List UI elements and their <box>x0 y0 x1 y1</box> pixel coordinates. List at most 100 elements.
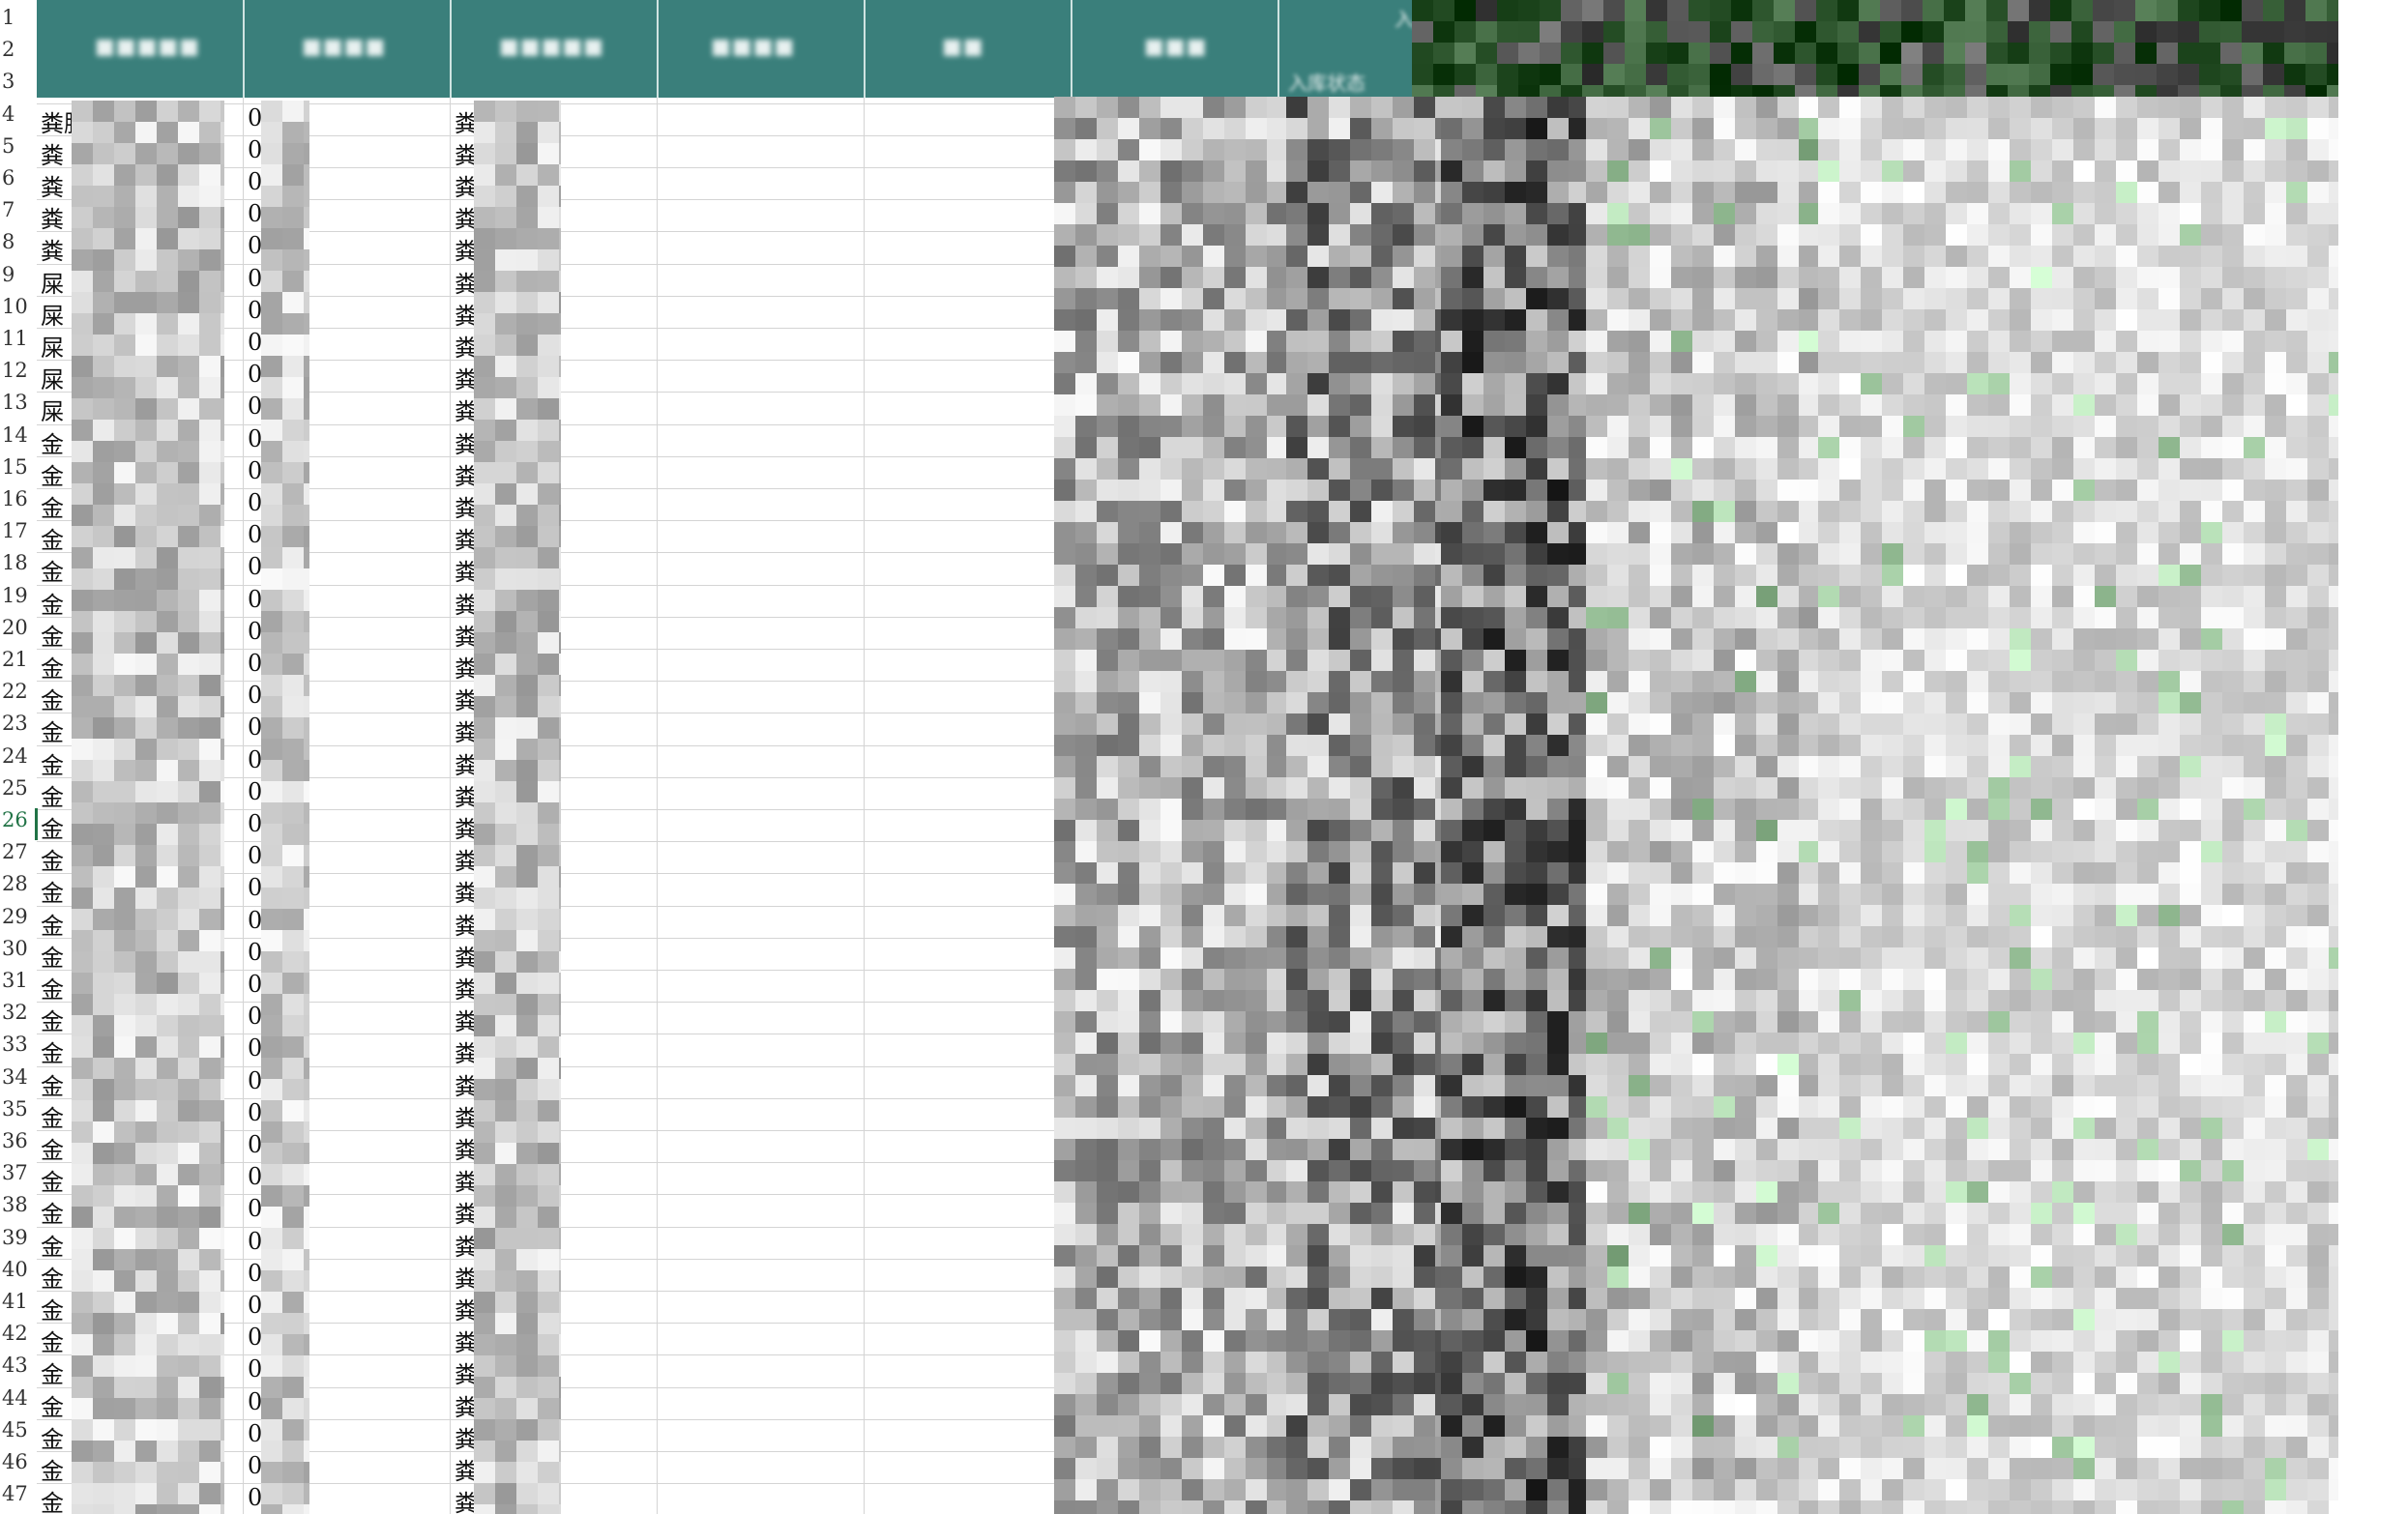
row-header-25[interactable]: 25 <box>0 776 37 808</box>
header-cell-e[interactable]: ■■ <box>865 0 1072 98</box>
cell-id[interactable]: 0 <box>248 1099 262 1126</box>
cell-id[interactable]: 0 <box>248 200 262 227</box>
row-header-47[interactable]: 47 <box>0 1482 37 1514</box>
cell-id[interactable]: 0 <box>248 1034 262 1062</box>
cell-id[interactable]: 0 <box>248 778 262 805</box>
cell-species[interactable]: 金 <box>41 874 64 908</box>
row-header-6[interactable]: 6 <box>0 166 37 198</box>
cell-id[interactable]: 0 <box>248 1388 262 1415</box>
row-header-41[interactable]: 41 <box>0 1290 37 1322</box>
cell-id[interactable]: 0 <box>248 136 262 163</box>
cell-species[interactable]: 金 <box>41 713 64 747</box>
cell-species[interactable]: 粪 <box>41 168 64 202</box>
cell-species[interactable]: 金 <box>41 1034 64 1068</box>
cell-species[interactable]: 金 <box>41 810 64 844</box>
row-header-34[interactable]: 34 <box>0 1065 37 1097</box>
cell-species[interactable]: 金 <box>41 939 64 973</box>
row-header-11[interactable]: 11 <box>0 327 37 359</box>
row-header-18[interactable]: 18 <box>0 551 37 583</box>
cell-species[interactable]: 金 <box>41 746 64 780</box>
cell-id[interactable]: 0 <box>248 553 262 580</box>
row-header-7[interactable]: 7 <box>0 198 37 230</box>
cell-species[interactable]: 屎 <box>41 265 64 299</box>
cell-id[interactable]: 0 <box>248 842 262 869</box>
cell-species[interactable]: 金 <box>41 1355 64 1389</box>
row-header-5[interactable]: 5 <box>0 134 37 166</box>
row-header-16[interactable]: 16 <box>0 487 37 519</box>
header-cell-d[interactable]: ■■■■ <box>658 0 866 98</box>
row-header-9[interactable]: 9 <box>0 263 37 295</box>
row-header-29[interactable]: 29 <box>0 905 37 937</box>
row-header-27[interactable]: 27 <box>0 840 37 872</box>
row-header-24[interactable]: 24 <box>0 744 37 776</box>
cell-id[interactable]: 0 <box>248 1163 262 1190</box>
cell-id[interactable]: 0 <box>248 1003 262 1030</box>
cell-species[interactable]: 金 <box>41 457 64 491</box>
cell-id[interactable]: 0 <box>248 939 262 966</box>
row-header-21[interactable]: 21 <box>0 648 37 680</box>
cell-species[interactable]: 金 <box>41 1003 64 1036</box>
row-header-31[interactable]: 31 <box>0 969 37 1001</box>
cell-id[interactable]: 0 <box>248 1228 262 1255</box>
cell-id[interactable]: 0 <box>248 1131 262 1158</box>
cell-id[interactable]: 0 <box>248 907 262 934</box>
row-header-14[interactable]: 14 <box>0 423 37 455</box>
cell-id[interactable]: 0 <box>248 393 262 420</box>
row-header-4[interactable]: 4 <box>0 102 37 134</box>
cell-id[interactable]: 0 <box>248 971 262 998</box>
cell-species[interactable]: 屎 <box>41 297 64 331</box>
row-header-20[interactable]: 20 <box>0 616 37 648</box>
row-header-23[interactable]: 23 <box>0 712 37 743</box>
cell-species[interactable]: 粪 <box>41 136 64 170</box>
cell-species[interactable]: 屎 <box>41 393 64 426</box>
cell-id[interactable]: 0 <box>248 425 262 452</box>
cell-species[interactable]: 屎 <box>41 329 64 363</box>
cell-species[interactable]: 金 <box>41 1292 64 1325</box>
cell-species[interactable]: 金 <box>41 907 64 941</box>
cell-species[interactable]: 金 <box>41 842 64 876</box>
cell-id[interactable]: 0 <box>248 650 262 677</box>
cell-species[interactable]: 金 <box>41 1067 64 1101</box>
row-header-1[interactable]: 1 <box>0 6 37 38</box>
cell-species[interactable]: 金 <box>41 618 64 652</box>
cell-id[interactable]: 0 <box>248 104 262 131</box>
cell-id[interactable]: 0 <box>248 874 262 901</box>
cell-species[interactable]: 金 <box>41 1099 64 1133</box>
cell-id[interactable]: 0 <box>248 1420 262 1447</box>
cell-species[interactable]: 粪 <box>41 232 64 266</box>
row-header-15[interactable]: 15 <box>0 455 37 487</box>
row-header-2[interactable]: 2 <box>0 38 37 70</box>
row-header-26[interactable]: 26 <box>0 808 37 840</box>
cell-species[interactable]: 粪 <box>41 200 64 234</box>
cell-id[interactable]: 0 <box>248 232 262 259</box>
row-header-35[interactable]: 35 <box>0 1097 37 1129</box>
cell-id[interactable]: 0 <box>248 618 262 645</box>
row-header-8[interactable]: 8 <box>0 230 37 262</box>
cell-species[interactable]: 金 <box>41 1388 64 1422</box>
row-header-30[interactable]: 30 <box>0 937 37 969</box>
header-cell-f[interactable]: ■■■ <box>1072 0 1279 98</box>
cell-species[interactable]: 金 <box>41 682 64 715</box>
cell-id[interactable]: 0 <box>248 457 262 484</box>
header-cell-b[interactable]: ■■■■ <box>244 0 452 98</box>
cell-species[interactable]: 金 <box>41 1163 64 1197</box>
cell-species[interactable]: 金 <box>41 489 64 523</box>
cell-id[interactable]: 0 <box>248 746 262 773</box>
cell-id[interactable]: 0 <box>248 1484 262 1511</box>
header-cell-a[interactable]: ■■■■■ <box>37 0 245 98</box>
cell-species[interactable]: 金 <box>41 521 64 555</box>
cell-species[interactable]: 金 <box>41 1420 64 1454</box>
row-header-22[interactable]: 22 <box>0 680 37 712</box>
cell-id[interactable]: 0 <box>248 1260 262 1287</box>
row-header-28[interactable]: 28 <box>0 872 37 904</box>
row-header-46[interactable]: 46 <box>0 1450 37 1482</box>
cell-species[interactable]: 金 <box>41 971 64 1004</box>
cell-id[interactable]: 0 <box>248 1452 262 1479</box>
cell-id[interactable]: 0 <box>248 1324 262 1351</box>
cell-species[interactable]: 金 <box>41 586 64 620</box>
cell-species[interactable]: 金 <box>41 1131 64 1165</box>
cell-id[interactable]: 0 <box>248 1292 262 1319</box>
row-header-3[interactable]: 3 <box>0 70 37 102</box>
cell-species[interactable]: 金 <box>41 1260 64 1294</box>
